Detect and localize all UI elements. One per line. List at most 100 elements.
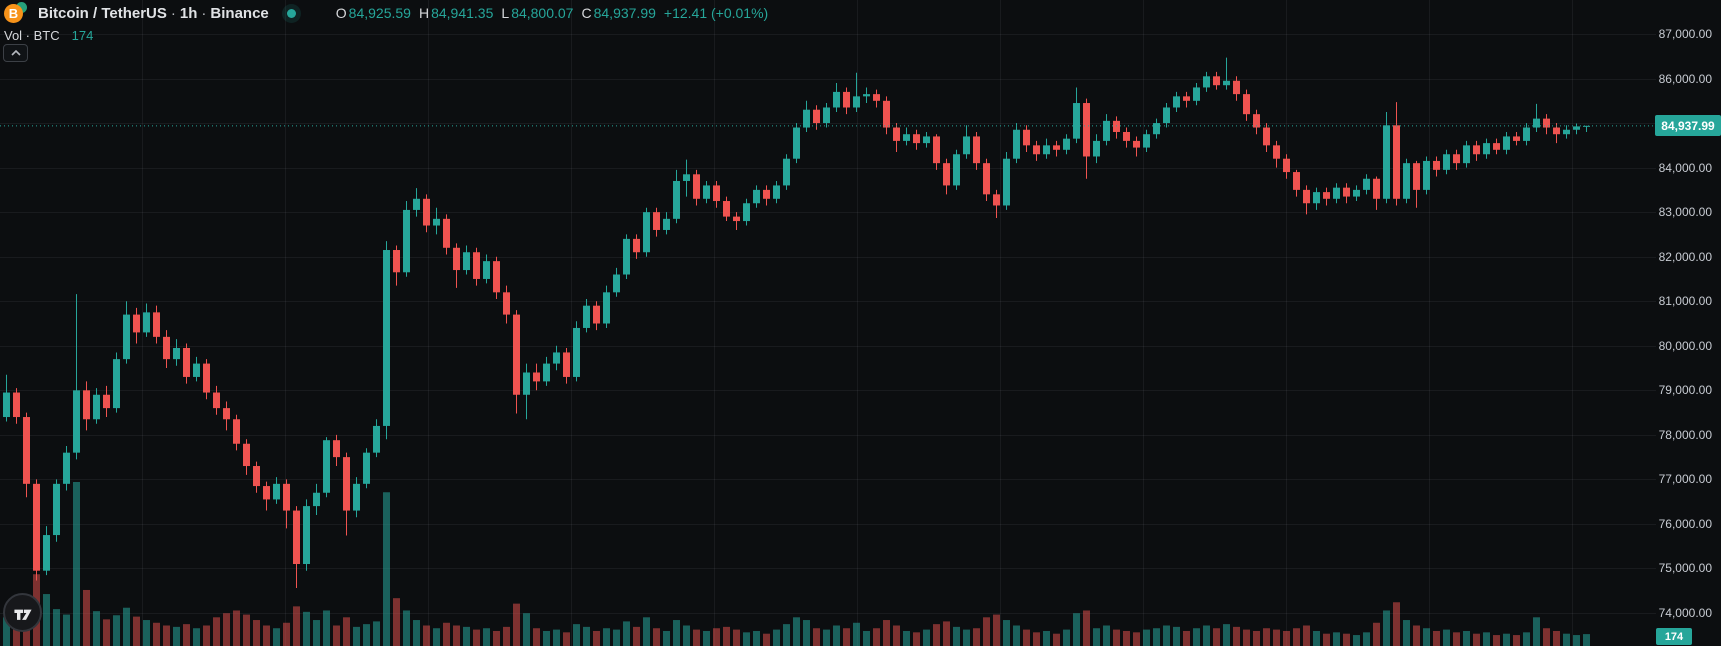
volume-bar [243,614,250,646]
candle [1243,89,1250,121]
volume-bar [843,628,850,646]
volume-bar [813,628,820,646]
volume-bar [43,594,50,646]
candle [1033,140,1040,161]
candle [463,245,470,275]
candle [1083,98,1090,179]
tether-icon [16,1,27,13]
open-value: 84,925.59 [348,5,411,21]
volume-bar [603,628,610,646]
candle [1383,111,1390,204]
volume-bar [1323,633,1330,646]
candle [63,445,70,491]
volume-bar [953,626,960,646]
candle [823,103,830,128]
price-axis[interactable]: 87,000.0086,000.0085,000.0084,000.0083,0… [1610,0,1721,646]
candle [1113,116,1120,139]
interval-button[interactable]: 1h [179,4,198,22]
candle [413,188,420,217]
candle [43,526,50,576]
volume-bar [283,622,290,646]
current-price-label: 84,937.99 [1655,115,1721,137]
collapse-legend-button[interactable] [3,44,28,62]
volume-bar [343,617,350,646]
candle [873,89,880,108]
price-tick-label: 81,000.00 [1658,294,1712,309]
grid-lines [0,0,1656,646]
volume-indicator-label[interactable]: Vol · BTC [4,28,60,43]
candle [643,207,650,257]
candle [243,439,250,475]
volume-bar [183,624,190,646]
price-tick-label: 87,000.00 [1658,27,1712,41]
candle [233,414,240,451]
candle [1543,114,1550,135]
volume-bar [333,625,340,646]
volume-bar [53,609,60,646]
candle [1103,114,1110,146]
volume-bar [443,622,450,646]
candle [763,185,770,206]
candle [603,285,610,328]
candle [373,419,380,458]
candle [1253,109,1260,135]
price-tick-label: 74,000.00 [1658,606,1712,620]
volume-bar [803,620,810,646]
candle [483,254,490,284]
volume-bar [1483,632,1490,646]
volume-bar [73,482,80,646]
volume-bar [683,625,690,646]
volume-bar [363,624,370,646]
price-tick-label: 79,000.00 [1658,383,1712,398]
volume-bar [933,624,940,646]
volume-bar [1413,625,1420,646]
volume-bar [93,611,100,646]
candle [973,131,980,170]
candle [1393,102,1400,206]
candle [1183,91,1190,108]
volume-bar [1063,629,1070,646]
volume-bar [1513,635,1520,646]
candle [343,452,350,536]
candle [1043,138,1050,159]
candle [33,479,40,581]
volume-bar [1493,635,1500,646]
volume-bar [353,626,360,646]
symbol-name-button[interactable]: Bitcoin / TetherUS [38,4,167,22]
volume-bar [193,628,200,646]
open-label: O [335,5,347,21]
volume-indicator-value: 174 [71,28,94,43]
candle [733,212,740,230]
candle [663,212,670,235]
volume-bar [533,628,540,646]
chart-legend: B Bitcoin / TetherUS · 1h · Binance O 84,925… [4,1,776,43]
volume-bar [543,630,550,646]
title-separator: · [170,4,176,22]
volume-bar [763,633,770,646]
volume-bar [913,632,920,646]
candle [443,214,450,255]
volume-bar [83,589,90,646]
candle [493,256,500,300]
volume-bar [1153,628,1160,646]
volume-bar [1473,633,1480,646]
volume-bar [483,628,490,646]
candle [143,303,150,337]
market-status-dot[interactable] [286,8,296,18]
volume-bar [1503,633,1510,646]
candle [1523,123,1530,146]
price-tick-label: 80,000.00 [1658,338,1712,353]
volume-bar [253,620,260,646]
tradingview-logo[interactable] [3,593,42,632]
volume-bar [1073,613,1080,646]
volume-bar [1203,625,1210,646]
tradingview-logo-icon [13,609,32,620]
candle [863,87,870,104]
candle [1493,138,1500,155]
candle [903,127,910,146]
volume-bar [793,617,800,646]
volume-bar [773,629,780,646]
bitcoin-icon: B [4,3,23,23]
